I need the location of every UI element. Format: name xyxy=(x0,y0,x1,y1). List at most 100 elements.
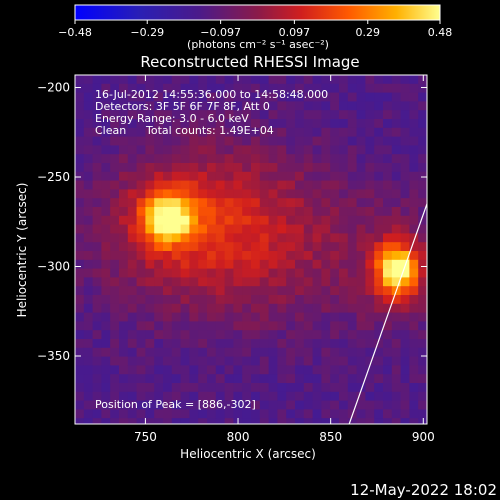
heatmap-cell xyxy=(189,251,199,261)
heatmap-cell xyxy=(365,180,375,190)
heatmap-cell xyxy=(383,83,393,93)
heatmap-cell xyxy=(339,251,349,261)
heatmap-cell xyxy=(418,409,427,419)
heatmap-cell xyxy=(224,339,234,349)
heatmap-cell xyxy=(330,400,340,410)
heatmap-cell xyxy=(409,224,419,234)
heatmap-cell xyxy=(268,110,278,120)
heatmap-cell xyxy=(286,295,296,305)
heatmap-cell xyxy=(374,119,384,129)
heatmap-cell xyxy=(101,391,111,401)
heatmap-cell xyxy=(295,198,305,208)
heatmap-cell xyxy=(145,189,155,199)
heatmap-cell xyxy=(312,171,322,181)
heatmap-cell xyxy=(154,92,164,102)
heatmap-cell xyxy=(374,242,384,252)
heatmap-cell xyxy=(233,374,243,384)
heatmap-cell xyxy=(339,224,349,234)
heatmap-cell xyxy=(92,215,102,225)
heatmap-cell xyxy=(277,180,287,190)
heatmap-cell xyxy=(180,365,190,375)
heatmap-cell xyxy=(383,215,393,225)
heatmap-cell xyxy=(277,154,287,164)
heatmap-cell xyxy=(198,224,208,234)
heatmap-cell xyxy=(356,233,366,243)
heatmap-cell xyxy=(383,242,393,252)
heatmap-cell xyxy=(330,303,340,313)
heatmap-cell xyxy=(145,119,155,129)
heatmap-cell xyxy=(119,145,129,155)
heatmap-cell xyxy=(251,189,261,199)
heatmap-cell xyxy=(312,374,322,384)
heatmap-cell xyxy=(224,374,234,384)
heatmap-cell xyxy=(145,383,155,393)
heatmap-cell xyxy=(224,303,234,313)
colorbar-tick-label: −0.48 xyxy=(58,26,92,39)
heatmap-cell xyxy=(127,136,137,146)
heatmap-cell xyxy=(224,400,234,410)
heatmap-cell xyxy=(391,409,401,419)
heatmap-cell xyxy=(180,154,190,164)
heatmap-cell xyxy=(356,83,366,93)
heatmap-cell xyxy=(207,251,217,261)
heatmap-cell xyxy=(365,207,375,217)
heatmap-cell xyxy=(233,110,243,120)
heatmap-cell xyxy=(303,180,313,190)
heatmap-cell xyxy=(242,83,252,93)
heatmap-cell xyxy=(391,391,401,401)
heatmap-cell xyxy=(171,189,181,199)
heatmap-cell xyxy=(101,418,111,424)
heatmap-cell xyxy=(259,101,269,111)
heatmap-cell xyxy=(242,163,252,173)
heatmap-cell xyxy=(312,101,322,111)
heatmap-cell xyxy=(259,154,269,164)
heatmap-cell xyxy=(268,180,278,190)
heatmap-cell xyxy=(83,356,93,366)
heatmap-cell xyxy=(356,127,366,137)
heatmap-cell xyxy=(171,409,181,419)
heatmap-cell xyxy=(136,356,146,366)
heatmap-cell xyxy=(233,356,243,366)
heatmap-cell xyxy=(154,136,164,146)
heatmap-cell xyxy=(83,251,93,261)
heatmap-cell xyxy=(400,312,410,322)
heatmap-cell xyxy=(330,418,340,424)
heatmap-cell xyxy=(119,303,129,313)
heatmap-cell xyxy=(180,277,190,287)
heatmap-cell xyxy=(251,233,261,243)
heatmap-cell xyxy=(136,347,146,357)
heatmap-cell xyxy=(295,303,305,313)
heatmap-cell xyxy=(127,224,137,234)
heatmap-cell xyxy=(119,286,129,296)
heatmap-cell xyxy=(145,391,155,401)
heatmap-cell xyxy=(83,409,93,419)
heatmap-cell xyxy=(92,110,102,120)
heatmap-cell xyxy=(312,391,322,401)
heatmap-cell xyxy=(277,207,287,217)
heatmap-cell xyxy=(356,215,366,225)
heatmap-cell xyxy=(119,365,129,375)
heatmap-cell xyxy=(171,303,181,313)
heatmap-cell xyxy=(277,356,287,366)
heatmap-cell xyxy=(233,92,243,102)
heatmap-cell xyxy=(75,374,85,384)
heatmap-cell xyxy=(391,224,401,234)
heatmap-cell xyxy=(83,312,93,322)
heatmap-cell xyxy=(330,383,340,393)
heatmap-cell xyxy=(171,286,181,296)
heatmap-cell xyxy=(224,101,234,111)
heatmap-cell xyxy=(365,136,375,146)
heatmap-cell xyxy=(101,163,111,173)
heatmap-cell xyxy=(119,400,129,410)
heatmap-cell xyxy=(330,92,340,102)
heatmap-cell xyxy=(136,383,146,393)
heatmap-cell xyxy=(330,347,340,357)
heatmap-cell xyxy=(119,154,129,164)
heatmap-cell xyxy=(409,198,419,208)
heatmap-cell xyxy=(383,295,393,305)
heatmap-cell xyxy=(92,330,102,340)
heatmap-cell xyxy=(233,347,243,357)
heatmap-cell xyxy=(391,101,401,111)
heatmap-cell xyxy=(321,189,331,199)
heatmap-cell xyxy=(312,136,322,146)
